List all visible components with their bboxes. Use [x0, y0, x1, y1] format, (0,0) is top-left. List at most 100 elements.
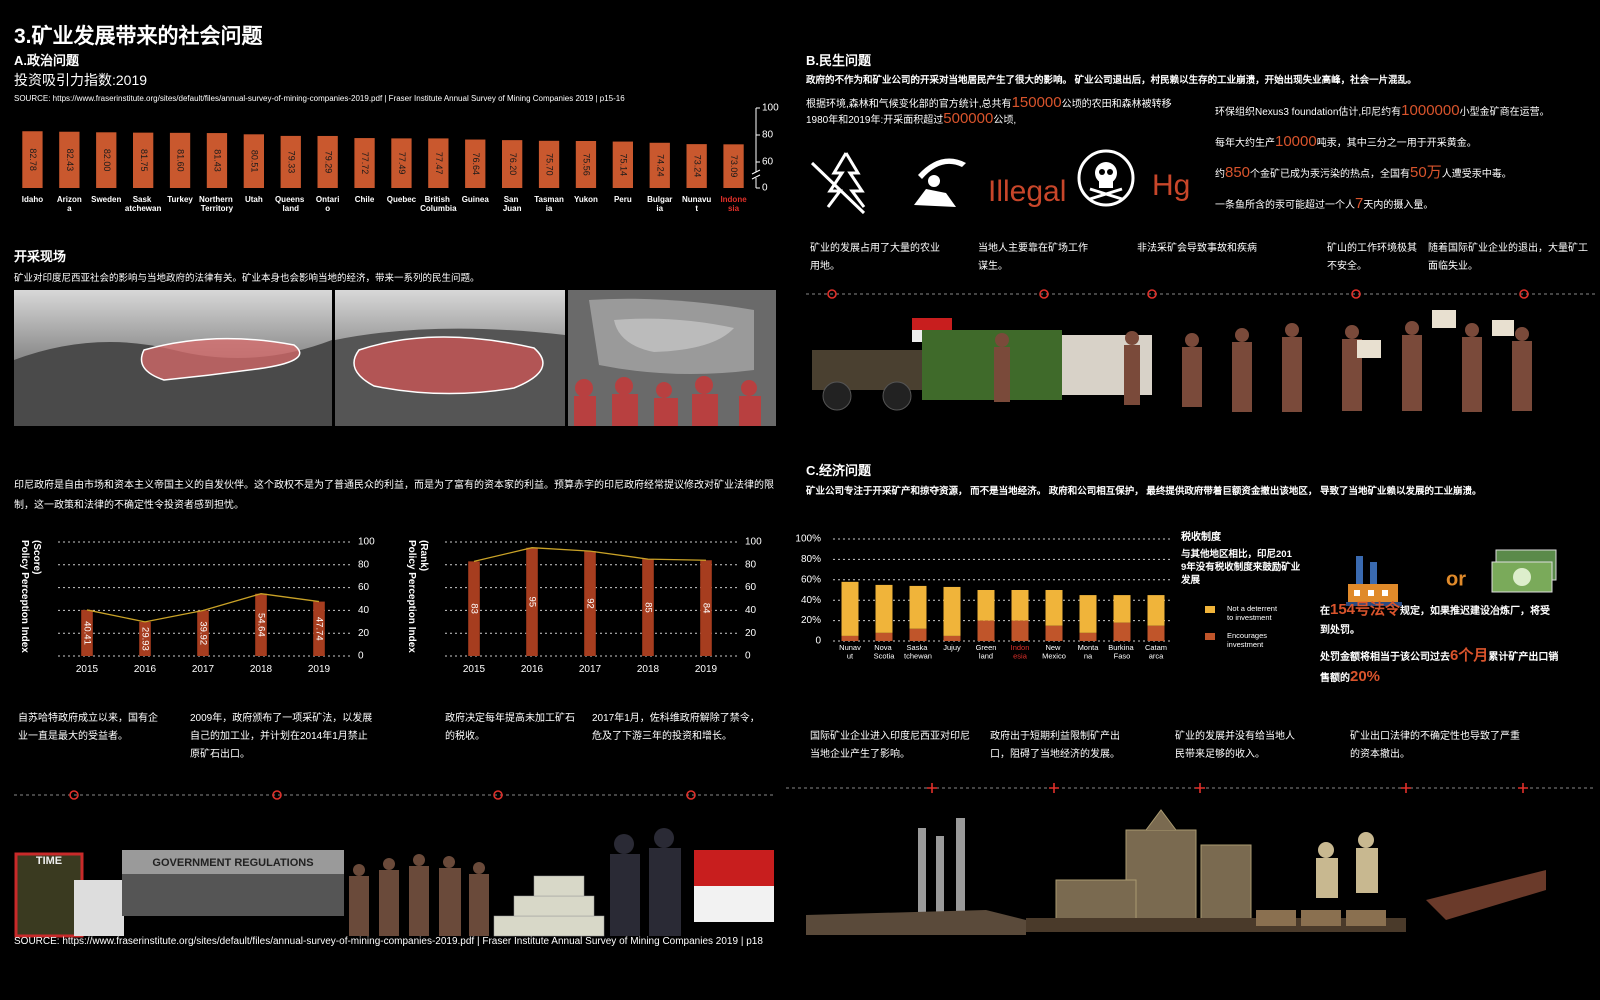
bar: [206, 133, 228, 188]
x-tick-label: Guinea: [462, 195, 490, 204]
stat-number: 6个月: [1450, 647, 1489, 664]
y-tick-label: 40%: [801, 595, 821, 606]
y-tick-label: 0: [358, 651, 364, 662]
stat-line: 处罚金额将相当于该公司过去6个月累计矿产出口销售额的20%: [1320, 646, 1560, 688]
politics-collage: TIME GOVERNMENT REGULATIONS: [14, 828, 774, 938]
value-label: 77.49: [397, 152, 407, 175]
y-tick-label: 60: [358, 582, 370, 593]
value-label: 75.56: [582, 153, 592, 176]
factory-icon: [1346, 556, 1402, 606]
bar-segment: [909, 628, 927, 641]
x-tick-label: 2017: [579, 664, 602, 675]
bar: [280, 135, 301, 188]
bar: [612, 141, 633, 188]
stat-text: 环保组织Nexus3 foundation估计,印尼约有: [1215, 107, 1402, 118]
bar: [59, 131, 80, 188]
stat-number: 10000: [1275, 133, 1317, 150]
y-tick-label: 80: [762, 130, 774, 141]
x-tick-label: Yukon: [574, 195, 598, 204]
x-tick-label: Bulgar ia: [647, 195, 672, 213]
bar: [700, 560, 712, 656]
bar: [139, 621, 151, 656]
stat-line: 1980年和2019年:开采面积超过500000公顷,: [806, 110, 1186, 128]
stat-number: 500000: [943, 110, 994, 127]
timeline-text: 矿业出口法律的不确定性也导致了严重的资本撤出。: [1350, 731, 1520, 760]
axis-break: [751, 169, 761, 180]
bar: [317, 135, 338, 188]
value-label: 40.41: [81, 621, 92, 645]
timeline-text: 矿业的发展占用了大量的农业用地。: [810, 243, 940, 272]
bar: [354, 138, 375, 188]
value-label: 92: [584, 598, 595, 609]
timeline-text: 非法采矿会导致事故和疾病: [1137, 243, 1257, 254]
factory: [1055, 809, 1252, 921]
legend-swatch: [1205, 633, 1215, 640]
source-note: SOURCE: https://www.fraserinstitute.org/…: [14, 94, 625, 103]
section-lead: 矿业公司专注于开采矿产和掠夺资源， 而不是当地经济。 政府和公司相互保护， 最终…: [806, 486, 1482, 497]
value-label: 82.78: [28, 148, 38, 171]
bar: [465, 139, 486, 188]
legend-label: Encourages investment: [1227, 631, 1269, 649]
x-tick-label: 2017: [192, 664, 215, 675]
banner-text: GOVERNMENT REGULATIONS: [152, 857, 313, 869]
y-tick-label: 100: [762, 103, 779, 114]
field: [922, 330, 1062, 400]
x-tick-label: Turkey: [167, 195, 193, 204]
photo: [122, 874, 344, 916]
bar-segment: [1113, 622, 1131, 641]
value-label: 76.64: [471, 153, 481, 176]
bar: [243, 134, 264, 188]
x-tick-label: Green land: [976, 643, 997, 661]
stat-number: 50万: [1410, 164, 1442, 181]
bar: [526, 547, 538, 656]
decree-text: 在154号法令规定，如果推迟建设冶炼厂，将受到处罚。 处罚金额将相当于该公司过去6…: [1320, 600, 1560, 694]
y-tick-label: 80: [358, 559, 370, 570]
timeline-text: 政府决定每年提高未加工矿石的税收。: [445, 713, 575, 742]
y-tick-label: 60: [745, 582, 757, 593]
bar: [468, 561, 480, 656]
y-tick-label: 0: [815, 636, 821, 647]
x-tick-label: Saska tchewan: [904, 643, 932, 661]
bar: [649, 142, 670, 188]
people: [1316, 832, 1378, 898]
timeline-axis: [786, 783, 1596, 793]
x-tick-label: British Columbia: [420, 195, 457, 213]
bar-segment: [841, 581, 859, 636]
flag: [694, 886, 774, 922]
chart: 0 20% 40% 60% 80% 100% Nunav ut Nova Scotia Saska…: [795, 530, 1300, 661]
bar-segment: [977, 620, 995, 641]
stat-number: 7: [1355, 195, 1364, 212]
bar-segment: [977, 590, 995, 621]
value-label: 77.47: [434, 152, 444, 175]
value-label: 75.14: [618, 154, 628, 177]
bar: [133, 132, 154, 188]
x-tick-label: Idaho: [22, 195, 43, 204]
x-tick-label: Catam arca: [1145, 643, 1167, 661]
stat-text: 吨汞，其中三分之一用于开采黄金。: [1316, 138, 1477, 149]
rail-cars: [1256, 910, 1386, 926]
stat-text: 处罚金额将相当于该公司过去: [1320, 652, 1450, 663]
truck: [812, 350, 922, 390]
x-tick-label: Northern Territory: [199, 195, 235, 213]
stat-number: 20%: [1350, 668, 1381, 685]
x-tick-label: 2015: [76, 664, 99, 675]
bar-segment: [1011, 620, 1029, 641]
cover-text: TIME: [36, 855, 62, 867]
y-tick-label: 60%: [801, 574, 821, 585]
y-tick-label: 60: [762, 157, 774, 168]
x-tick-label: New Mexico: [1042, 643, 1066, 661]
icon-label: Illegal: [988, 175, 1066, 208]
bar-segment: [909, 585, 927, 629]
stat-text: 根据环境,森林和气候变化部的官方统计,总共有: [806, 99, 1012, 110]
legend-label: Not a deterrent to investment: [1227, 604, 1279, 622]
value-label: 47.74: [313, 617, 324, 641]
value-label: 74.24: [655, 154, 665, 177]
value-label: 29.93: [139, 627, 150, 651]
stat-number: 850: [1225, 164, 1251, 181]
y-tick-label: 100: [358, 537, 375, 548]
chart-subtitle: 投资吸引力指数:2019: [14, 72, 148, 88]
bar-segment: [943, 586, 961, 636]
